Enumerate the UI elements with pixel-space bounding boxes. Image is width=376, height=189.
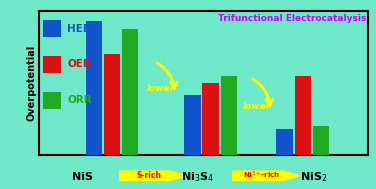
Bar <box>294 76 311 155</box>
Text: Ni$^{3+}$-rich: Ni$^{3+}$-rich <box>243 170 280 181</box>
Text: lower: lower <box>243 102 271 111</box>
Text: lower: lower <box>147 84 175 93</box>
Text: ORR: ORR <box>67 95 92 105</box>
Bar <box>220 76 237 155</box>
Bar <box>202 83 219 155</box>
Text: Trifunctional Electrocatalysis: Trifunctional Electrocatalysis <box>218 14 367 23</box>
Bar <box>43 92 61 109</box>
Bar <box>86 21 102 155</box>
Text: S-rich: S-rich <box>136 171 162 180</box>
Text: HER: HER <box>67 24 91 34</box>
Text: NiS$_2$: NiS$_2$ <box>300 170 327 184</box>
Polygon shape <box>233 171 299 180</box>
Bar <box>184 95 201 155</box>
Bar <box>104 54 120 155</box>
Bar <box>276 129 293 155</box>
Bar <box>312 126 329 155</box>
Text: Ni$_3$S$_4$: Ni$_3$S$_4$ <box>181 170 214 184</box>
Y-axis label: Overpotential: Overpotential <box>27 45 37 121</box>
Text: NiS: NiS <box>72 173 93 183</box>
Bar <box>122 29 138 155</box>
Bar <box>43 56 61 73</box>
Polygon shape <box>120 171 186 180</box>
Bar <box>43 20 61 37</box>
Text: OER: OER <box>67 60 91 70</box>
